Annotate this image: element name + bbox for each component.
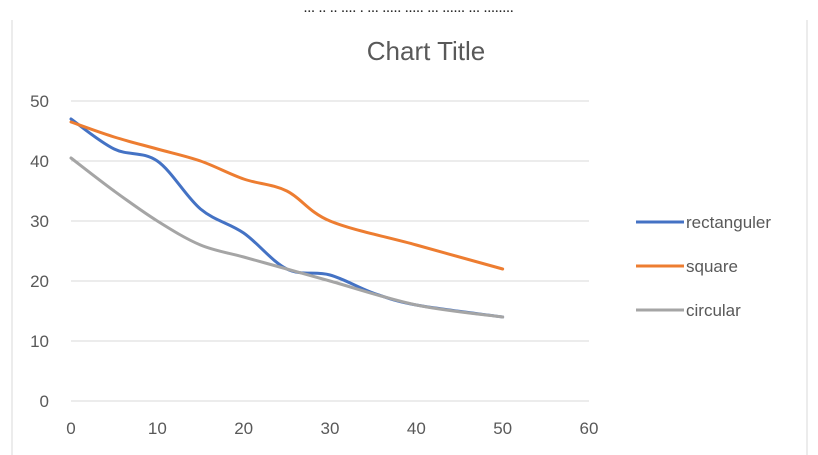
legend-label-rectanguler: rectanguler — [686, 213, 771, 232]
chart-title: Chart Title — [367, 36, 486, 66]
x-tick-label: 60 — [580, 419, 599, 438]
x-tick-label: 50 — [493, 419, 512, 438]
legend: rectanguler square circular — [636, 213, 771, 320]
series-line-circular — [69, 156, 505, 319]
y-tick-label: 10 — [30, 332, 49, 351]
legend-label-square: square — [686, 257, 738, 276]
x-axis: 0 10 20 30 40 50 60 — [66, 419, 598, 438]
x-tick-label: 0 — [66, 419, 75, 438]
y-axis: 0 10 20 30 40 50 — [30, 92, 49, 411]
legend-label-circular: circular — [686, 301, 741, 320]
y-tick-label: 0 — [40, 392, 49, 411]
series-lines — [69, 117, 505, 319]
y-tick-label: 40 — [30, 152, 49, 171]
series-line-square — [69, 120, 505, 271]
x-tick-label: 10 — [148, 419, 167, 438]
y-tick-label: 30 — [30, 212, 49, 231]
x-tick-label: 20 — [234, 419, 253, 438]
x-tick-label: 30 — [321, 419, 340, 438]
y-tick-label: 20 — [30, 272, 49, 291]
top-caption: ... .. .. .... . ... ..... ..... ... ...… — [304, 0, 514, 16]
x-tick-label: 40 — [407, 419, 426, 438]
y-tick-label: 50 — [30, 92, 49, 111]
